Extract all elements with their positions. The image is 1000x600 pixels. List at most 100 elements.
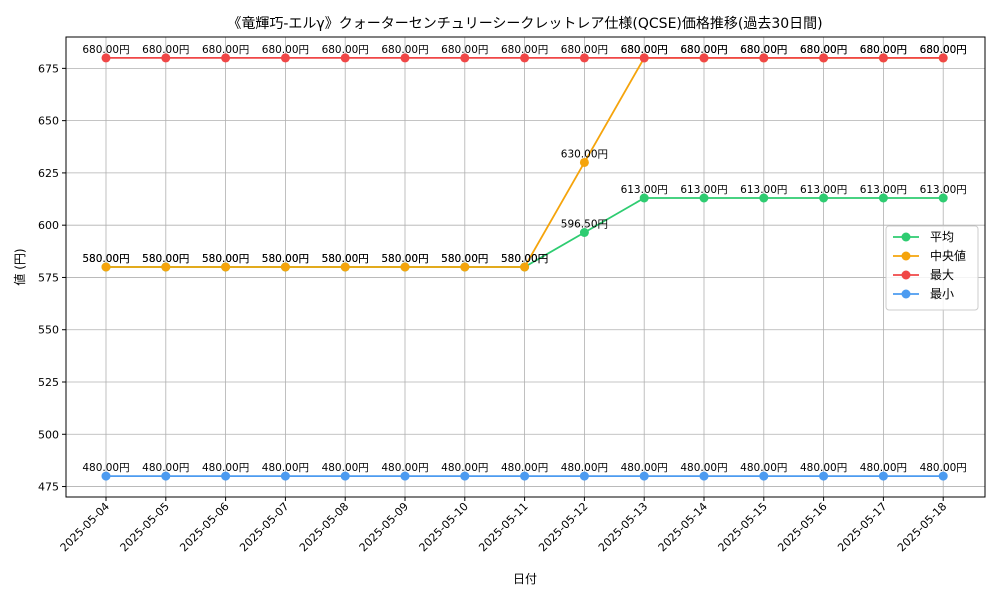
data-point xyxy=(579,228,589,237)
data-point xyxy=(819,193,829,203)
data-label: 580.00円 xyxy=(501,253,548,265)
data-point xyxy=(938,471,948,481)
y-tick-label: 675 xyxy=(38,62,59,75)
data-label: 680.00円 xyxy=(860,44,907,56)
data-point xyxy=(878,53,888,63)
data-label: 580.00円 xyxy=(381,253,428,265)
data-label: 680.00円 xyxy=(262,44,309,56)
data-label: 680.00円 xyxy=(142,44,189,56)
data-label: 480.00円 xyxy=(561,462,608,474)
data-label: 480.00円 xyxy=(381,462,428,474)
x-tick-label: 2025-05-18 xyxy=(895,500,949,554)
data-point xyxy=(579,471,589,481)
data-label: 613.00円 xyxy=(920,184,967,196)
x-tick-label: 2025-05-07 xyxy=(237,500,291,554)
data-label: 680.00円 xyxy=(501,44,548,56)
data-point xyxy=(520,53,530,63)
data-label: 580.00円 xyxy=(202,253,249,265)
data-point xyxy=(161,471,171,481)
data-label: 580.00円 xyxy=(381,253,428,265)
data-label: 613.00円 xyxy=(621,184,668,196)
x-tick-label: 2025-05-08 xyxy=(297,500,351,554)
x-tick-label: 2025-05-04 xyxy=(58,500,112,554)
data-label: 580.00円 xyxy=(441,253,488,265)
legend-label: 最大 xyxy=(930,268,954,282)
x-tick-label: 2025-05-10 xyxy=(417,500,471,554)
x-tick-label: 2025-05-09 xyxy=(357,500,411,554)
data-point xyxy=(938,53,948,63)
data-label: 480.00円 xyxy=(142,462,189,474)
data-point xyxy=(520,471,530,481)
data-label: 480.00円 xyxy=(800,462,847,474)
data-label: 480.00円 xyxy=(82,462,129,474)
x-tick-label: 2025-05-15 xyxy=(716,500,770,554)
y-tick-label: 525 xyxy=(38,376,59,389)
legend-label: 最小 xyxy=(930,287,954,301)
data-point xyxy=(938,193,948,203)
x-tick-label: 2025-05-17 xyxy=(835,500,889,554)
data-label: 680.00円 xyxy=(381,44,428,56)
data-point xyxy=(101,471,111,481)
data-point xyxy=(221,262,231,272)
data-label: 613.00円 xyxy=(740,184,787,196)
data-point xyxy=(280,262,290,272)
data-point xyxy=(579,53,589,63)
x-tick-label: 2025-05-16 xyxy=(775,500,829,554)
data-point xyxy=(460,53,470,63)
data-label: 680.00円 xyxy=(740,44,787,56)
x-tick-label: 2025-05-05 xyxy=(118,500,172,554)
data-point xyxy=(101,262,111,272)
data-label: 580.00円 xyxy=(82,253,129,265)
data-point xyxy=(579,157,589,167)
legend-marker xyxy=(901,270,911,280)
data-label: 480.00円 xyxy=(860,462,907,474)
x-axis-label: 日付 xyxy=(513,572,537,586)
data-label: 680.00円 xyxy=(740,44,787,56)
data-point xyxy=(520,262,530,272)
data-label: 680.00円 xyxy=(800,44,847,56)
data-label: 680.00円 xyxy=(621,44,668,56)
y-axis-label: 値 (円) xyxy=(12,248,27,285)
data-label: 580.00円 xyxy=(322,253,369,265)
x-tick-label: 2025-05-06 xyxy=(177,500,231,554)
data-point xyxy=(400,53,410,63)
data-label: 680.00円 xyxy=(561,44,608,56)
data-label: 680.00円 xyxy=(621,44,668,56)
legend-label: 中央値 xyxy=(930,248,966,263)
y-axis-ticks: 475 500 525 550 575 600 625 650 675 xyxy=(38,62,66,494)
data-point xyxy=(699,471,709,481)
legend-marker xyxy=(901,232,911,242)
data-point xyxy=(460,262,470,272)
x-tick-label: 2025-05-14 xyxy=(656,500,710,554)
data-point xyxy=(400,262,410,272)
data-label: 680.00円 xyxy=(800,44,847,56)
y-tick-label: 600 xyxy=(38,219,59,232)
data-point xyxy=(639,53,649,63)
data-point xyxy=(759,471,769,481)
data-label: 480.00円 xyxy=(920,462,967,474)
data-point xyxy=(819,53,829,63)
data-label: 580.00円 xyxy=(322,253,369,265)
data-label: 613.00円 xyxy=(860,184,907,196)
data-label: 680.00円 xyxy=(680,44,727,56)
x-tick-label: 2025-05-11 xyxy=(476,500,530,554)
y-tick-label: 650 xyxy=(38,115,59,128)
data-label: 580.00円 xyxy=(262,253,309,265)
x-axis-ticks: 2025-05-04 2025-05-05 2025-05-06 2025-05-07… xyxy=(58,497,949,554)
data-point xyxy=(699,53,709,63)
legend-box xyxy=(885,225,979,311)
data-label: 580.00円 xyxy=(202,253,249,265)
data-label: 480.00円 xyxy=(501,462,548,474)
data-label: 680.00円 xyxy=(920,44,967,56)
data-label: 580.00円 xyxy=(262,253,309,265)
data-label: 480.00円 xyxy=(441,462,488,474)
data-label: 580.00円 xyxy=(142,253,189,265)
data-label: 580.00円 xyxy=(142,253,189,265)
data-point xyxy=(221,471,231,481)
data-point xyxy=(460,471,470,481)
data-label: 613.00円 xyxy=(800,184,847,196)
data-point xyxy=(759,53,769,63)
data-point xyxy=(878,193,888,203)
data-point xyxy=(400,471,410,481)
x-tick-label: 2025-05-12 xyxy=(536,500,590,554)
